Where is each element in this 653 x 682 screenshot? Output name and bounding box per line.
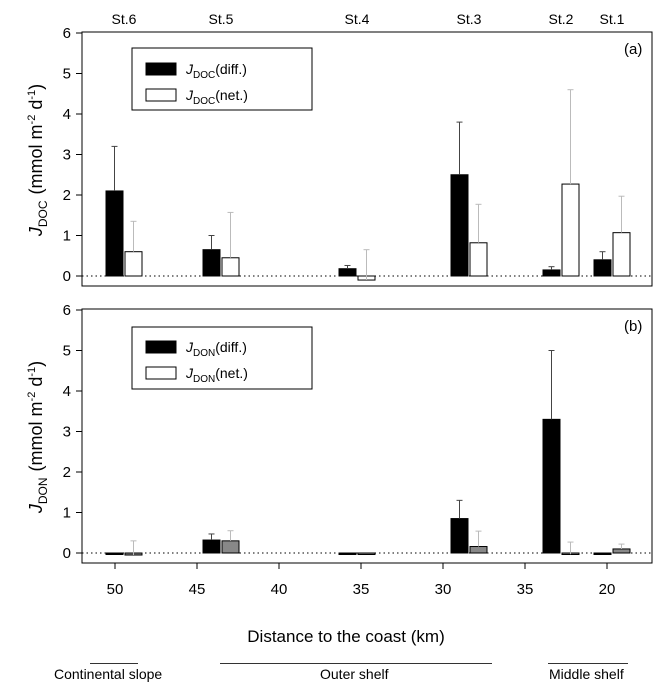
region-line-middle-shelf: [548, 663, 628, 664]
bar: [221, 257, 240, 277]
panel-b-legend: JDON(diff.) JDON(net.): [131, 326, 313, 390]
panel-b-bars: [105, 350, 631, 556]
y-tick-label: 3: [63, 147, 71, 164]
x-axis-ticks: 50 45 40 35 30 35 20: [107, 563, 616, 598]
y-tick-label: 2: [63, 187, 71, 204]
y-tick-label: 4: [63, 383, 71, 400]
y-tick-label: 5: [63, 66, 71, 83]
legend-swatch-a-net: [145, 88, 177, 102]
x-tick-label: 30: [435, 581, 452, 598]
panel-b-don: 0 1 2 3 4 5 6 (b) JDON(diff.) JDON(net.) JDON(…: [26, 302, 653, 564]
bar: [593, 259, 612, 277]
bar: [561, 183, 580, 277]
station-label: St.4: [345, 11, 370, 27]
y-tick-label: 6: [63, 25, 71, 42]
panel-a-doc: 0 1 2 3 4 5 6 (a) JDOC(diff.) JDOC(net.) JDOC(…: [26, 25, 653, 287]
x-axis-label: Distance to the coast (km): [247, 627, 444, 646]
bar: [221, 540, 240, 554]
bar: [450, 518, 469, 554]
legend-text-a-net: JDOC(net.): [185, 87, 248, 107]
bar: [338, 552, 357, 555]
station-labels: St.6 St.5 St.4 St.3 St.2 St.1: [112, 11, 625, 27]
bar: [105, 190, 124, 277]
legend-text-a-diff: JDOC(diff.): [185, 61, 247, 81]
y-tick-label: 4: [63, 106, 71, 123]
region-line-outer-shelf: [220, 663, 492, 664]
region-line-continental-slope: [90, 663, 138, 664]
x-tick-label: 45: [189, 581, 206, 598]
panel-b-frame: [81, 308, 653, 564]
x-tick-label: 20: [599, 581, 616, 598]
bar: [202, 249, 221, 277]
bar: [338, 268, 357, 277]
panel-a-bars: [105, 89, 631, 281]
station-label: St.5: [209, 11, 234, 27]
region-label-outer-shelf: Outer shelf: [320, 666, 389, 682]
y-tick-label: 2: [63, 464, 71, 481]
bar: [357, 552, 376, 555]
bar: [593, 552, 612, 555]
legend-text-b-net: JDON(net.): [185, 365, 248, 385]
station-label: St.3: [457, 11, 482, 27]
region-label-continental-slope: Continental slope: [54, 666, 163, 682]
y-tick-label: 0: [63, 545, 71, 562]
panel-b-y-ticks: 0 1 2 3 4 5 6: [63, 302, 82, 562]
bar: [469, 546, 488, 554]
bar: [612, 548, 631, 554]
x-tick-label: 50: [107, 581, 124, 598]
station-label: St.6: [112, 11, 137, 27]
bar: [202, 539, 221, 554]
legend-swatch-b-diff: [145, 340, 177, 354]
bar: [105, 552, 124, 555]
panel-a-y-ticks: 0 1 2 3 4 5 6: [63, 25, 82, 285]
panel-a-legend: JDOC(diff.) JDOC(net.): [131, 47, 313, 111]
legend-text-b-diff: JDON(diff.): [185, 339, 247, 359]
y-tick-label: 6: [63, 302, 71, 319]
x-tick-label: 35: [353, 581, 370, 598]
y-tick-label: 1: [63, 505, 71, 522]
y-tick-label: 1: [63, 228, 71, 245]
x-tick-label: 40: [271, 581, 288, 598]
panel-a-frame: [81, 31, 653, 287]
bar: [612, 232, 631, 277]
region-label-middle-shelf: Middle shelf: [549, 666, 624, 682]
bar: [542, 418, 561, 554]
bar: [124, 251, 143, 277]
y-tick-label: 0: [63, 268, 71, 285]
y-tick-label: 5: [63, 343, 71, 360]
bar: [542, 269, 561, 277]
panel-a-label: (a): [624, 41, 642, 58]
bar: [469, 242, 488, 277]
station-label: St.1: [600, 11, 625, 27]
legend-swatch-b-net: [145, 366, 177, 380]
panel-a-ylabel: JDOC(mmol m-2 d-1): [26, 84, 50, 237]
bar: [450, 174, 469, 277]
panel-b-ylabel: JDON(mmol m-2 d-1): [26, 361, 50, 514]
legend-swatch-a-diff: [145, 62, 177, 76]
panel-b-label: (b): [624, 318, 642, 335]
x-tick-label: 35: [517, 581, 534, 598]
y-tick-label: 3: [63, 424, 71, 441]
station-label: St.2: [549, 11, 574, 27]
